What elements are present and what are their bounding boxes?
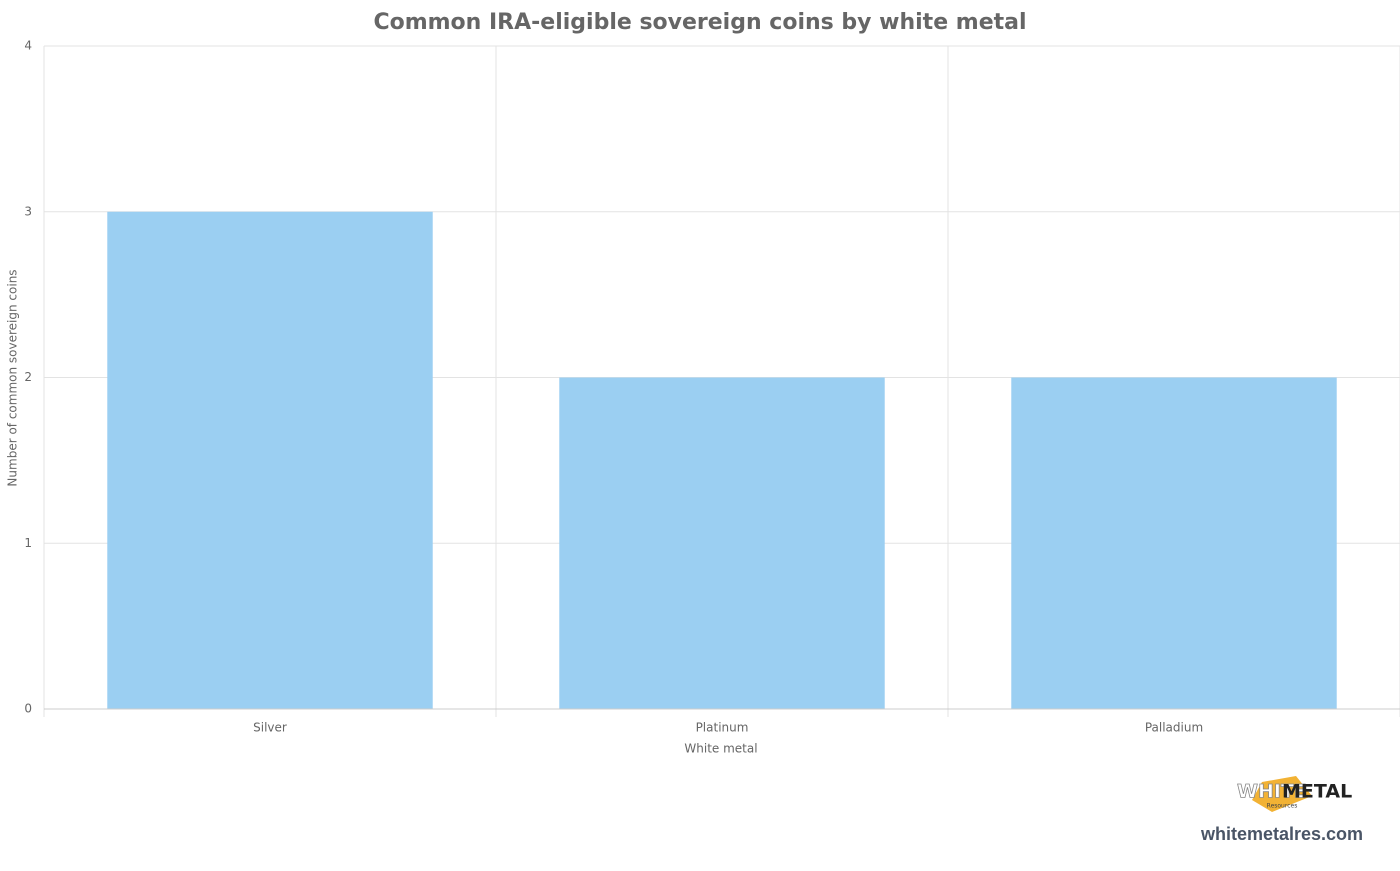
chart-title: Common IRA-eligible sovereign coins by w…	[373, 10, 1026, 35]
x-tick-label: Palladium	[1145, 721, 1203, 735]
x-tick-label: Platinum	[696, 721, 749, 735]
logo-shape	[1252, 776, 1312, 812]
x-tick-label: Silver	[253, 721, 287, 735]
logo: WHITE METAL Resources	[1237, 776, 1352, 812]
bar	[559, 377, 885, 709]
y-tick-label: 1	[24, 536, 32, 550]
y-tick-label: 4	[24, 39, 32, 53]
logo-subtext: Resources	[1267, 803, 1298, 810]
bar	[107, 211, 433, 709]
x-axis-label: White metal	[684, 742, 757, 756]
website-url: whitemetalres.com	[1200, 824, 1363, 844]
logo-word: WHITE	[1237, 781, 1307, 803]
y-tick-label: 0	[24, 702, 32, 716]
bar	[1011, 377, 1337, 709]
y-tick-label: 2	[24, 370, 32, 384]
y-tick-label: 3	[24, 204, 32, 218]
y-axis-label: Number of common sovereign coins	[6, 269, 20, 486]
logo-word: METAL	[1282, 781, 1352, 803]
